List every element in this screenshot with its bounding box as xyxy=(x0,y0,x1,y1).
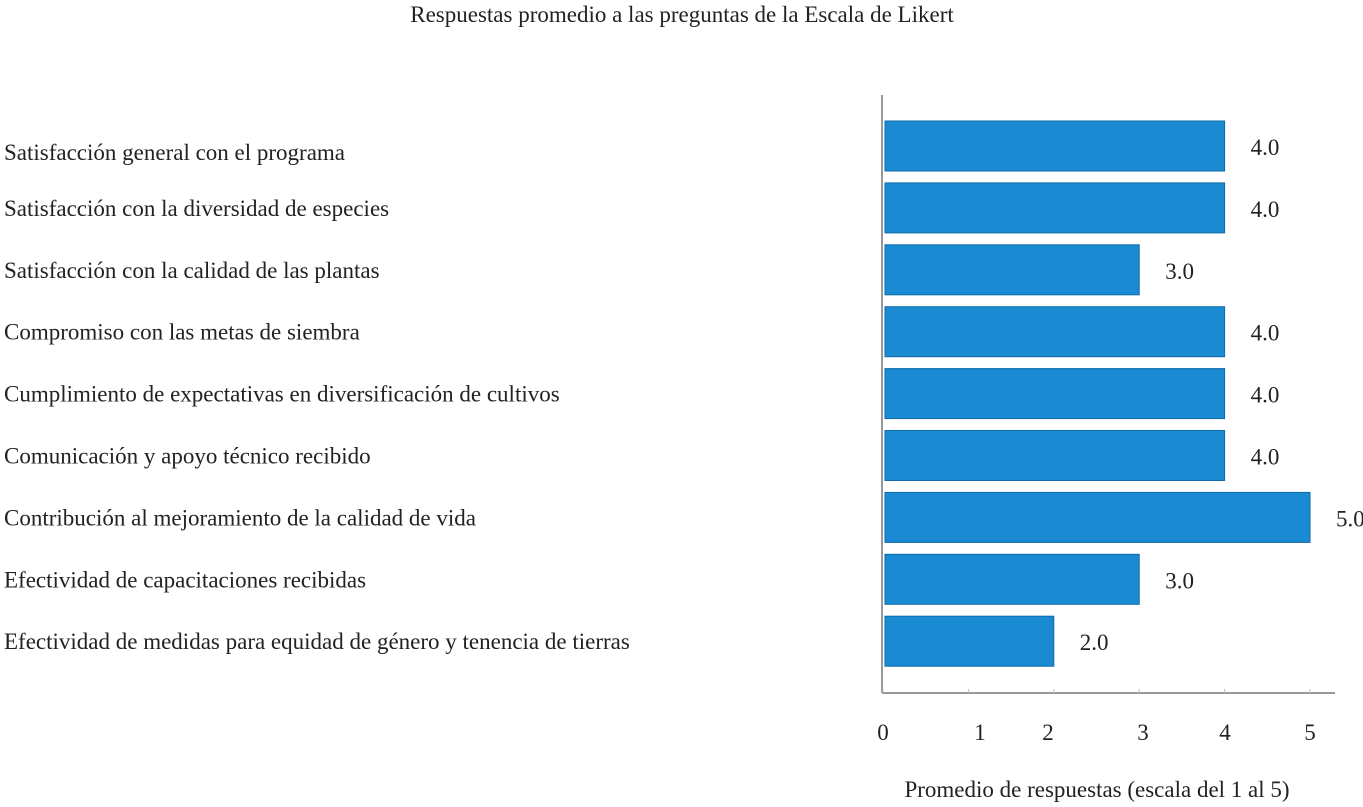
bar xyxy=(884,430,1226,481)
data-label: 4.0 xyxy=(1251,197,1280,222)
category-label: Efectividad de capacitaciones recibidas xyxy=(4,567,366,592)
bar xyxy=(884,306,1226,358)
category-label: Comunicación y apoyo técnico recibido xyxy=(4,444,371,469)
data-label: 4.0 xyxy=(1251,135,1280,160)
data-label: 5.0 xyxy=(1336,506,1363,531)
bar xyxy=(884,182,1226,234)
data-label: 4.0 xyxy=(1251,383,1280,408)
chart-title: Respuestas promedio a las preguntas de l… xyxy=(410,2,954,27)
bar xyxy=(884,120,1226,172)
bar xyxy=(884,368,1226,420)
category-label: Efectividad de medidas para equidad de g… xyxy=(4,629,630,654)
data-label: 3.0 xyxy=(1165,259,1194,284)
bar xyxy=(884,491,1311,543)
data-label: 4.0 xyxy=(1251,321,1280,346)
x-tick-label: 0 xyxy=(877,720,889,745)
x-tick-label: 3 xyxy=(1137,720,1149,745)
data-label: 4.0 xyxy=(1251,445,1280,470)
category-label: Contribución al mejoramiento de la calid… xyxy=(4,505,476,530)
x-tick-label: 5 xyxy=(1304,720,1316,745)
category-label: Compromiso con las metas de siembra xyxy=(4,320,360,345)
category-label: Satisfacción con la calidad de las plant… xyxy=(4,258,380,283)
category-label: Satisfacción general con el programa xyxy=(4,140,345,165)
bar xyxy=(884,553,1140,605)
x-axis-label: Promedio de respuestas (escala del 1 al … xyxy=(904,777,1289,802)
x-tick-label: 1 xyxy=(974,720,986,745)
category-label: Satisfacción con la diversidad de especi… xyxy=(4,196,389,221)
category-label: Cumplimiento de expectativas en diversif… xyxy=(4,382,560,407)
bar xyxy=(884,615,1055,667)
data-label: 2.0 xyxy=(1080,630,1109,655)
x-tick-label: 4 xyxy=(1219,720,1231,745)
x-tick-label: 2 xyxy=(1042,720,1054,745)
data-label: 3.0 xyxy=(1165,568,1194,593)
bar xyxy=(884,244,1140,296)
